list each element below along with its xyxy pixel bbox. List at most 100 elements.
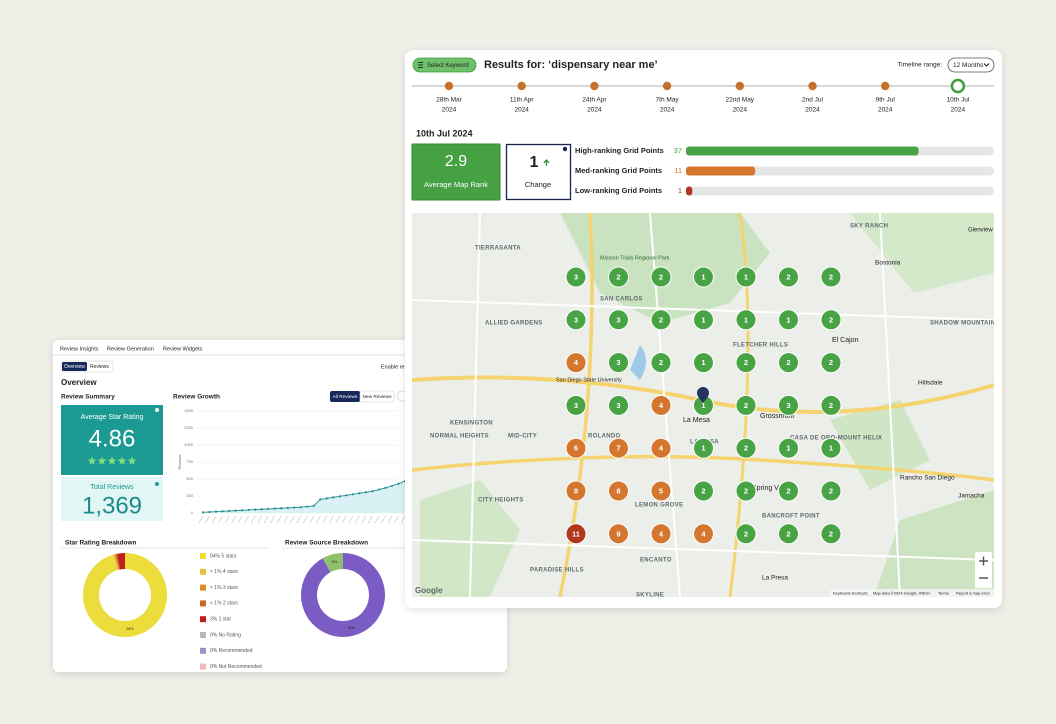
x-tick xyxy=(231,515,236,524)
legend-swatch xyxy=(200,568,206,575)
timeline-date: 7th May xyxy=(656,97,680,104)
point xyxy=(286,506,289,509)
map-label: La Presa xyxy=(762,575,788,582)
x-tick xyxy=(381,515,386,524)
rank-label: 2 xyxy=(786,358,790,367)
grid-points-label: Med-ranking Grid Points xyxy=(575,166,662,175)
rank-label: 8 xyxy=(616,486,620,495)
point xyxy=(280,507,283,510)
map-footer[interactable]: Keyboard shortcuts xyxy=(833,591,867,596)
button-label[interactable]: Select Keyword xyxy=(427,63,469,69)
point xyxy=(351,493,354,496)
rank-label: 1 xyxy=(829,444,833,453)
map-label: CASA DE ORO-MOUNT HELIX xyxy=(790,436,882,442)
rank-label: 3 xyxy=(616,315,620,324)
rank-label: 1 xyxy=(701,401,705,410)
rank-marker xyxy=(735,523,757,545)
rank-marker xyxy=(693,309,714,331)
segment-label: 92% xyxy=(348,626,355,630)
x-tick xyxy=(244,515,249,524)
point xyxy=(364,491,368,494)
timeline-date: 22nd May xyxy=(726,97,755,104)
info-icon xyxy=(155,482,159,486)
donut-segment xyxy=(322,553,343,573)
tab[interactable]: Review Widgets xyxy=(163,346,203,352)
rank-marker xyxy=(608,523,629,545)
x-tick xyxy=(257,515,262,524)
map-footer[interactable]: Report a map error xyxy=(956,591,990,596)
timeline-select[interactable] xyxy=(947,57,995,73)
bar-track xyxy=(686,186,994,196)
rank-marker xyxy=(735,480,757,502)
rank-marker xyxy=(650,394,672,416)
chevron xyxy=(983,63,990,67)
area xyxy=(203,481,405,513)
map-label: San Diego State University xyxy=(556,377,622,383)
subtab[interactable]: Reviews xyxy=(90,364,109,370)
rank-label: 2 xyxy=(744,529,748,538)
rank-label: 3 xyxy=(616,358,620,367)
donut-segment xyxy=(114,554,120,570)
zoom-icons xyxy=(979,556,988,579)
map-label: ROLANDO xyxy=(588,434,620,440)
tab[interactable]: Review Generation xyxy=(107,346,154,352)
rating-card xyxy=(61,405,163,475)
point xyxy=(234,509,237,512)
rank-label: 3 xyxy=(786,401,790,410)
rank-marker xyxy=(565,309,587,331)
x-tick xyxy=(335,515,341,524)
rank-marker xyxy=(650,523,672,545)
button-label[interactable]: All Reviews xyxy=(333,394,358,400)
rank-marker xyxy=(778,309,799,331)
rank-label: 2 xyxy=(744,401,748,410)
timeline-dot xyxy=(808,81,817,91)
rank-label: 2 xyxy=(616,272,620,281)
rank-label: 2 xyxy=(659,315,663,324)
timeline-date: 11th Apr xyxy=(510,97,535,104)
timeline-year: 2024 xyxy=(442,107,457,114)
timeline-year: 2024 xyxy=(878,107,893,114)
rank-label: 2 xyxy=(744,444,748,453)
map-label: TIERRASANTA xyxy=(475,246,521,252)
point xyxy=(293,506,296,509)
timeline-date: 10th Jul xyxy=(947,97,970,104)
tab[interactable]: Review Insights xyxy=(60,346,99,352)
timeline-date: 24th Apr xyxy=(582,97,607,104)
timeline-dot xyxy=(444,81,454,91)
map-label: SKY RANCH xyxy=(850,224,888,230)
rank-marker xyxy=(565,523,587,545)
donut-segment xyxy=(117,553,125,570)
x-tick xyxy=(309,515,315,524)
rank-marker xyxy=(565,394,587,416)
rank-label: 2 xyxy=(829,272,833,281)
map-label: MID-CITY xyxy=(508,434,537,440)
rank-marker xyxy=(778,523,799,545)
star-icon xyxy=(117,456,127,465)
heading: Star Rating Breakdown xyxy=(65,540,137,547)
subtab[interactable]: Overview xyxy=(64,364,85,370)
x-tick xyxy=(348,515,354,524)
button-label[interactable]: New Reviews xyxy=(362,394,392,400)
point xyxy=(267,507,270,511)
select-keyword-button[interactable] xyxy=(412,57,477,73)
map-rank-panel: Select Keyword Results for: ‘dispensary … xyxy=(405,50,1002,608)
total-card xyxy=(61,477,163,521)
select-value[interactable]: 12 Months xyxy=(953,62,984,69)
map-label: ALLIED GARDENS xyxy=(485,321,543,327)
rank-label: 3 xyxy=(616,401,620,410)
rank-marker xyxy=(565,266,587,288)
rank-marker xyxy=(820,437,842,459)
rank-label: 3 xyxy=(574,315,578,324)
legend-swatch xyxy=(200,600,206,607)
legend-swatch xyxy=(200,663,206,670)
rank-marker xyxy=(608,394,629,416)
point xyxy=(214,510,218,513)
rank-label: 2 xyxy=(701,486,705,495)
map-footer[interactable]: Terms xyxy=(938,591,949,596)
legend-label: 0% Not Recommended xyxy=(210,664,262,670)
label: Total Reviews xyxy=(90,484,134,491)
map: TIERRASANTA ALLIED GARDENS SAN CARLOS FL… xyxy=(412,213,994,597)
x-tick xyxy=(250,515,256,524)
total-value: 1,369 xyxy=(82,492,142,519)
rank-label: 4 xyxy=(574,358,579,367)
